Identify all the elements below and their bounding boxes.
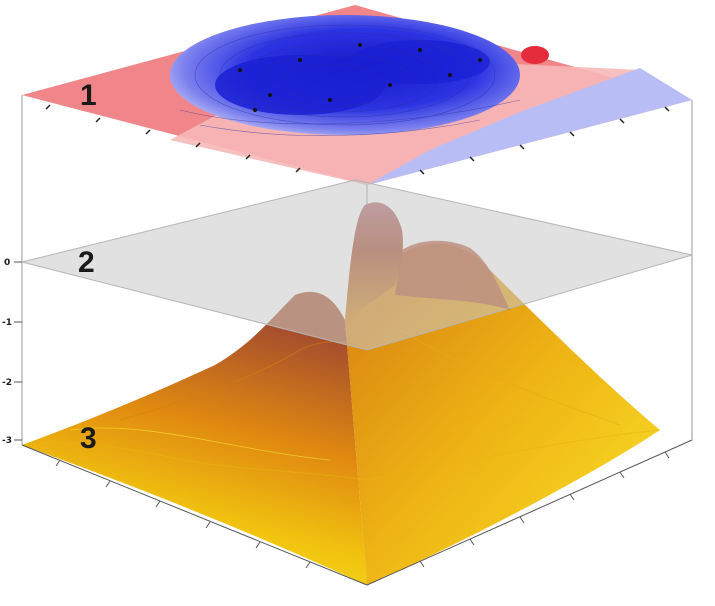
vertical-axis: 0 -1 -2 -3 (2, 258, 22, 446)
layer-1-label: 1 (80, 79, 97, 112)
layer-2-reference-plane: 2 (21, 179, 693, 351)
layer-3-label: 3 (80, 422, 97, 455)
v-tick-3: -3 (2, 436, 12, 446)
bottom-axes (21, 439, 693, 586)
top-map-tick-marks (45, 104, 670, 175)
v-tick-1: -1 (2, 318, 12, 328)
v-tick-0: 0 (4, 258, 10, 268)
v-tick-2: -2 (2, 378, 12, 388)
layer-1-contour-map: 1 (22, 5, 692, 185)
layer-2-label: 2 (78, 246, 95, 279)
